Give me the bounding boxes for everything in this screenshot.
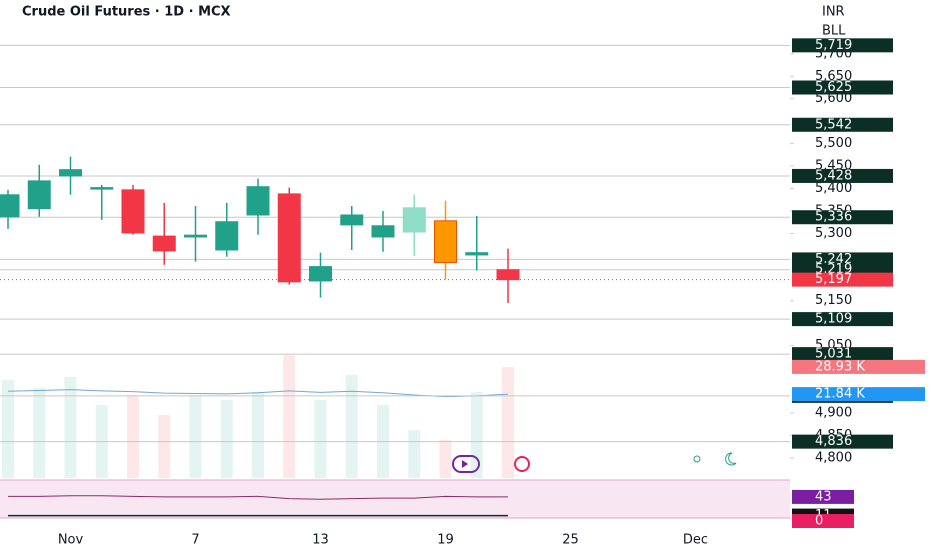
x-tick-label: 25 [562, 533, 579, 548]
candle-body [434, 220, 457, 264]
volume-bar [283, 355, 296, 478]
volume-bar [2, 380, 14, 478]
level-badge: 5,031 [792, 347, 893, 362]
sun-icon[interactable] [693, 455, 701, 463]
chart-title: Crude Oil Futures · 1D · MCX [22, 5, 231, 20]
candle-body [277, 193, 301, 283]
x-tick-label: 19 [437, 533, 454, 548]
level-badge: 4,836 [792, 434, 893, 449]
unit: BLL [822, 24, 846, 39]
volume-ma-badge-bg [792, 387, 925, 402]
level-badge-bg [792, 210, 893, 225]
level-badge-label: 5,625 [815, 80, 852, 95]
volume-bar [64, 377, 77, 478]
currency: INR [822, 5, 845, 20]
y-tick-label: 5,600 [815, 91, 852, 106]
level-badge-bg [792, 168, 893, 183]
level-badge-bg [792, 80, 893, 95]
candle-body [90, 187, 114, 190]
volume-bar [314, 400, 327, 478]
candle-body [246, 186, 270, 216]
level-badge-label: 5,031 [815, 347, 852, 362]
x-tick-label: Nov [58, 533, 84, 548]
candle-body [59, 169, 82, 177]
level-badge-bg [792, 312, 893, 327]
level-badge-label: 5,428 [815, 168, 852, 183]
alert-icon[interactable] [514, 456, 530, 472]
level-badge: 5,719 [792, 38, 893, 53]
candle-body [371, 225, 395, 238]
volume-bar [408, 430, 421, 478]
level-badge-label: 5,719 [815, 38, 852, 53]
moon-icon[interactable] [725, 452, 737, 466]
last-price-badge-bg [792, 272, 893, 287]
y-tick-label: 5,650 [815, 69, 852, 84]
candle-body [27, 180, 51, 210]
x-tick-label: Dec [683, 533, 708, 548]
level-badge-bg [792, 117, 893, 132]
level-badge: 5,109 [792, 312, 893, 327]
candle-body [121, 189, 145, 234]
candle-body [0, 194, 20, 218]
candle-body [215, 221, 239, 251]
indicator-badge-label: 43 [815, 489, 832, 504]
level-badge: 5,542 [792, 117, 893, 132]
level-badge-bg [792, 347, 893, 362]
volume-bar [502, 366, 514, 478]
x-tick-label: 13 [312, 533, 329, 548]
y-tick-label: 5,400 [815, 181, 852, 196]
candle-body [496, 269, 520, 281]
volume-badge-bg [792, 359, 925, 374]
candle-body [309, 266, 332, 282]
volume-bar [345, 375, 358, 478]
last-price-badge-label: 5,197 [815, 272, 852, 287]
y-tick-label: 4,900 [815, 405, 852, 420]
x-tick-label: 7 [191, 533, 199, 548]
candle-body [184, 234, 207, 238]
volume-bar [127, 395, 139, 478]
y-tick-label: 4,800 [815, 450, 852, 465]
candle-body [340, 214, 364, 226]
volume-bar [220, 400, 233, 478]
toolbar-icon[interactable] [452, 452, 737, 473]
volume-bar [158, 415, 171, 478]
level-badge: 5,625 [792, 80, 893, 95]
indicator-line [8, 495, 508, 500]
level-badge-label: 4,836 [815, 434, 852, 449]
indicator-badge-bg [792, 489, 854, 504]
y-tick-label: 5,500 [815, 136, 852, 151]
volume-bar [33, 388, 46, 478]
replay-arrow [462, 460, 468, 468]
volume-bar [439, 439, 452, 478]
level-badge-bg [792, 434, 893, 449]
volume-bar [189, 395, 202, 478]
volume-bar [252, 391, 264, 478]
last-price-badge: 5,197 [792, 272, 893, 287]
candle-body [465, 252, 489, 256]
indicator-badge-bg [792, 514, 854, 528]
level-badge-label: 5,109 [815, 312, 852, 327]
level-badge-bg [792, 38, 893, 53]
replay-icon[interactable] [452, 455, 480, 473]
y-tick-label: 5,150 [815, 293, 852, 308]
volume-ma-badge-label: 21.84 K [815, 387, 865, 402]
indicator-band [0, 480, 790, 518]
volume-badge-label: 28.93 K [815, 359, 865, 374]
volume-bar [470, 391, 483, 478]
level-badge: 5,428 [792, 168, 893, 183]
level-badge-label: 5,542 [815, 117, 852, 132]
indicator-badge-label: 0 [815, 514, 823, 529]
candle-body [402, 207, 426, 233]
y-tick-label: 5,300 [815, 226, 852, 241]
level-badge-label: 5,336 [815, 210, 852, 225]
level-badge: 5,336 [792, 210, 893, 225]
candle-body [152, 235, 176, 252]
